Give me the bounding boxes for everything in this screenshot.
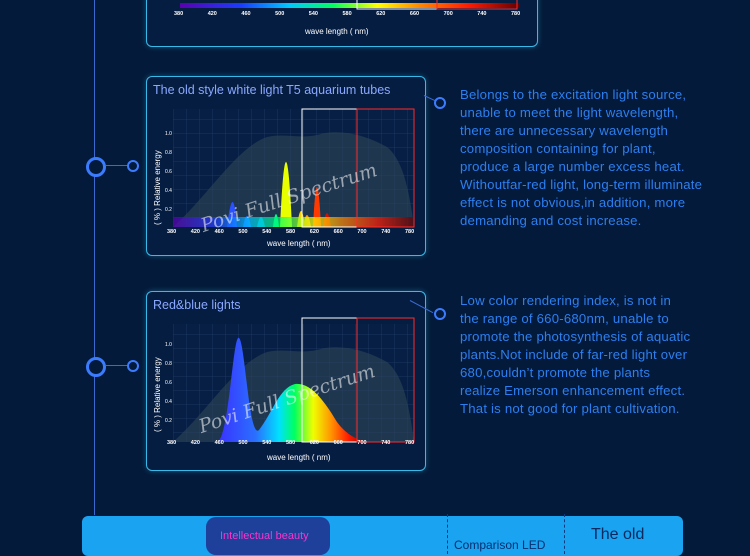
comparison-left-label: Intellectual beauty	[220, 530, 309, 542]
x-tick-label: 500	[238, 440, 248, 446]
description-line: Low color rendering index, is not in	[460, 293, 671, 308]
y-tick-label: 1.0	[165, 342, 172, 348]
x-tick-label: 460	[214, 440, 224, 446]
y-tick-label: 0.4	[165, 399, 172, 405]
description-line: produce a large number excess heat.	[460, 159, 685, 174]
rb-spectrum-card: Red&blue lights ( % ) Relative energy 1.…	[146, 291, 426, 471]
description-line: realize Emerson enhancement effect.	[460, 383, 686, 398]
x-tick-label: 500	[238, 229, 248, 235]
comparison-divider	[564, 514, 566, 554]
description-line: plants.Not include of far-red light over	[460, 347, 688, 362]
x-tick-label: 580	[342, 11, 352, 17]
description-line: effect is not obvious,in addition, more	[460, 195, 686, 210]
y-tick-label: 0.8	[165, 150, 172, 156]
y-tick-label: 0.2	[165, 418, 172, 424]
x-tick-label: 740	[381, 229, 391, 235]
x-tick-label: 460	[241, 11, 251, 17]
comparison-header-bar: Intellectual beauty Comparison LED The o…	[82, 514, 683, 556]
y-tick-label: 0.8	[165, 361, 172, 367]
rb-xlabel: wave length ( nm)	[267, 453, 331, 462]
x-tick-label: 700	[357, 440, 367, 446]
x-tick-label: 540	[262, 440, 272, 446]
t5-spectrum-card: The old style white light T5 aquarium tu…	[146, 76, 426, 256]
rb-description: Low color rendering index, is not in the …	[460, 292, 690, 418]
y-tick-label: 0.4	[165, 188, 172, 194]
top-xlabel: wave length ( nm)	[305, 27, 369, 36]
description-line: That is not good for plant cultivation.	[460, 401, 680, 416]
rb-card-title: Red&blue lights	[153, 298, 241, 312]
x-tick-label: 460	[214, 229, 224, 235]
description-line: unable to meet the light wavelength,	[460, 105, 679, 120]
t5-xlabel: wave length ( nm)	[267, 239, 331, 248]
t5-pointer-dot	[434, 97, 446, 109]
x-tick-label: 580	[286, 229, 296, 235]
timeline-node	[86, 157, 106, 177]
x-tick-label: 740	[381, 440, 391, 446]
rb-pointer-dot	[434, 308, 446, 320]
t5-card-title: The old style white light T5 aquarium tu…	[153, 83, 391, 97]
x-tick-label: 420	[190, 440, 200, 446]
x-tick-label: 380	[167, 229, 177, 235]
description-line: there are unnecessary wavelength	[460, 123, 668, 138]
x-tick-label: 660	[409, 11, 420, 17]
description-line: composition containing for plant,	[460, 141, 656, 156]
x-tick-label: 660	[333, 229, 343, 235]
description-line: promote the photosynthesis of aquatic	[460, 329, 691, 344]
y-tick-label: 0.6	[165, 169, 172, 175]
comparison-mid-label: Comparison LED	[454, 538, 546, 552]
y-tick-label: 1.0	[165, 131, 172, 137]
timeline-connector	[106, 365, 128, 366]
description-line: demanding and cost increase.	[460, 213, 642, 228]
x-tick-label: 780	[405, 229, 415, 235]
x-tick-label: 700	[357, 229, 367, 235]
timeline-line	[94, 0, 95, 515]
x-tick-label: 660	[333, 440, 343, 446]
timeline-connector	[106, 165, 128, 166]
timeline-node-small	[127, 160, 139, 172]
x-tick-label: 540	[262, 229, 272, 235]
x-tick-label: 380	[174, 11, 184, 17]
x-tick-label: 620	[309, 440, 319, 446]
comparison-divider	[447, 514, 449, 554]
timeline-node	[86, 357, 106, 377]
x-tick-label: 700	[443, 11, 453, 17]
rb-ylabel: ( % ) Relative energy	[153, 357, 162, 432]
x-tick-label: 740	[477, 11, 487, 17]
rb-spectrum-plot	[173, 317, 415, 443]
comparison-right-label: The old	[591, 526, 645, 543]
x-tick-label: 620	[376, 11, 386, 17]
x-tick-label: 540	[308, 11, 318, 17]
top-spectrum-card: 380 420 460 500 540 580 620 660 700 740 780 wave l…	[146, 0, 538, 47]
description-line: 680,couldn’t promote the plants	[460, 365, 651, 380]
timeline-node-small	[127, 360, 139, 372]
x-tick-label: 780	[511, 11, 521, 17]
x-tick-label: 580	[286, 440, 296, 446]
x-tick-label: 620	[309, 229, 319, 235]
t5-ylabel: ( % ) Relative energy	[153, 150, 162, 225]
x-tick-label: 420	[190, 229, 200, 235]
t5-spectrum-plot	[173, 108, 415, 228]
y-tick-label: 0.2	[165, 207, 172, 213]
x-tick-label: 420	[207, 11, 217, 17]
x-tick-label: 380	[167, 440, 177, 446]
t5-description: Belongs to the excitation light source, u…	[460, 86, 702, 230]
y-tick-label: 0.6	[165, 380, 172, 386]
x-tick-label: 500	[275, 11, 285, 17]
description-line: Withoutfar-red light, long-term illumina…	[460, 177, 703, 192]
x-tick-label: 780	[405, 440, 415, 446]
top-spectrum-strip	[180, 0, 520, 10]
description-line: Belongs to the excitation light source,	[460, 87, 687, 102]
description-line: the range of 660-680nm, unable to	[460, 311, 669, 326]
